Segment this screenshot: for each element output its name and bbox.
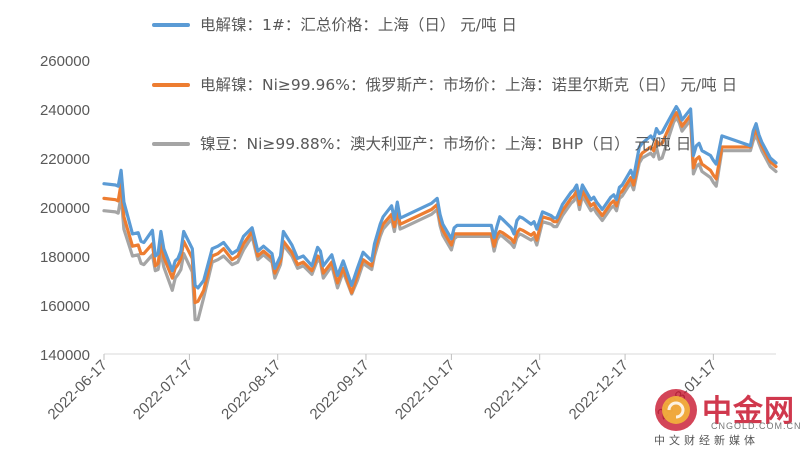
y-tick-label-1: 160000 bbox=[40, 298, 90, 315]
watermark-brand: 中金网 bbox=[702, 394, 795, 429]
legend-label-series-2: 电解镍：Ni≥99.96%：俄罗斯产：市场价：上海：诺里尔斯克（日） 元/吨 日 bbox=[200, 76, 738, 94]
watermark-logo-icon bbox=[652, 386, 700, 438]
legend-swatch-series-3 bbox=[152, 142, 190, 146]
legend-label-series-3: 镍豆：Ni≥99.88%：澳大利亚产：市场价：上海：BHP（日） 元/吨 日 bbox=[200, 135, 692, 153]
watermark-domain: CNGOLD.COM.CN bbox=[711, 421, 802, 431]
x-tick-label-1: 2022-07-17 bbox=[130, 357, 196, 423]
x-tick-label-3: 2022-09-17 bbox=[307, 357, 373, 423]
x-tick-label-5: 2022-11-17 bbox=[481, 357, 546, 422]
legend-label-series-1: 电解镍：1#：汇总价格：上海（日） 元/吨 日 bbox=[200, 16, 517, 34]
y-tick-label-3: 200000 bbox=[40, 200, 90, 217]
x-tick-label-2: 2022-08-17 bbox=[218, 357, 284, 423]
series-line-1 bbox=[102, 105, 778, 290]
watermark-tagline: 中文财经新媒体 bbox=[654, 434, 759, 447]
x-tick-label-4: 2022-10-17 bbox=[392, 357, 458, 423]
series-layer bbox=[102, 105, 778, 322]
legend-item-series-3: 镍豆：Ni≥99.88%：澳大利亚产：市场价：上海：BHP（日） 元/吨 日 bbox=[152, 133, 691, 155]
legend-swatch-series-2 bbox=[152, 83, 190, 87]
y-tick-label-4: 220000 bbox=[40, 151, 90, 168]
y-tick-label-0: 140000 bbox=[40, 347, 90, 364]
y-tick-label-5: 240000 bbox=[40, 102, 90, 119]
legend-item-series-2: 电解镍：Ni≥99.96%：俄罗斯产：市场价：上海：诺里尔斯克（日） 元/吨 日 bbox=[152, 74, 737, 96]
y-axis: 140000 160000 180000 200000 220000 240000 2600… bbox=[40, 53, 90, 364]
legend-item-series-1: 电解镍：1#：汇总价格：上海（日） 元/吨 日 bbox=[152, 14, 517, 36]
x-tick-label-0: 2022-06-17 bbox=[45, 357, 111, 423]
x-tick-label-6: 2022-12-17 bbox=[566, 357, 632, 423]
y-tick-label-2: 180000 bbox=[40, 249, 90, 266]
legend-swatch-series-1 bbox=[152, 23, 190, 27]
y-tick-label-6: 260000 bbox=[40, 53, 90, 70]
